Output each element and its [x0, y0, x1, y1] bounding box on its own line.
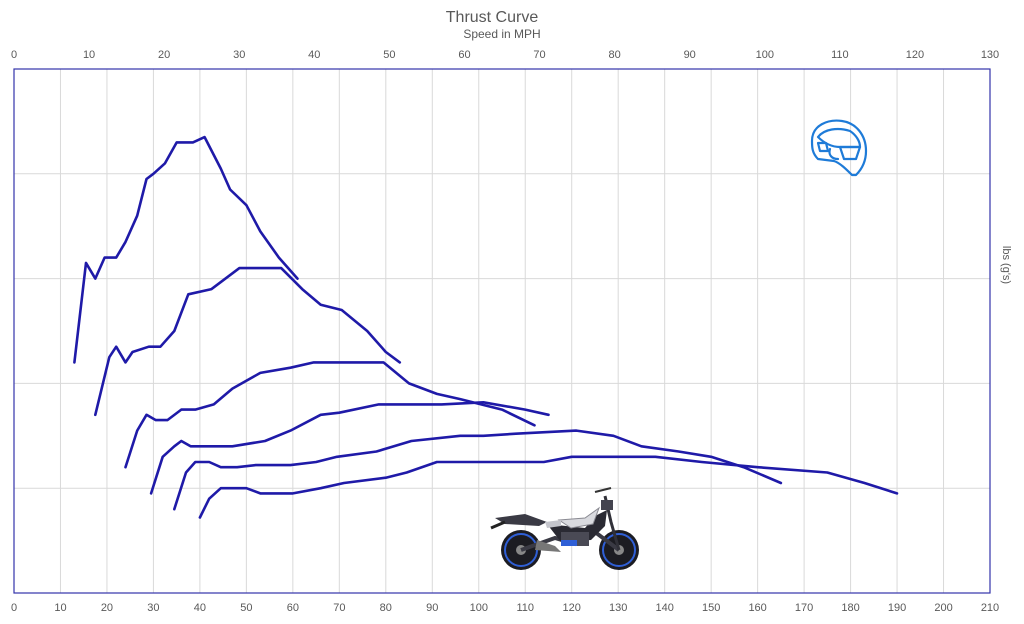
- bottom-tick-label: 70: [333, 602, 345, 614]
- top-tick-label: 70: [533, 49, 545, 61]
- bottom-tick-label: 0: [11, 602, 17, 614]
- top-tick-label: 90: [684, 49, 696, 61]
- series-lines: [73, 135, 899, 519]
- bottom-tick-label: 80: [380, 602, 392, 614]
- bottom-axis-ticks: 0 10 20 30 40 50 60 70 80 90 100 110 120 130 140 150 160…: [11, 602, 999, 614]
- top-tick-label: 100: [756, 49, 774, 61]
- bottom-tick-label: 50: [240, 602, 252, 614]
- top-tick-label: 0: [11, 49, 17, 61]
- bottom-tick-label: 200: [934, 602, 952, 614]
- bottom-tick-label: 210: [981, 602, 999, 614]
- top-tick-label: 80: [608, 49, 620, 61]
- series-line-5: [173, 429, 783, 511]
- bottom-tick-label: 40: [194, 602, 206, 614]
- bottom-tick-label: 30: [147, 602, 159, 614]
- bottom-tick-label: 190: [888, 602, 906, 614]
- bottom-tick-label: 60: [287, 602, 299, 614]
- bottom-tick-label: 10: [54, 602, 66, 614]
- top-tick-label: 130: [981, 49, 999, 61]
- top-tick-label: 120: [906, 49, 924, 61]
- chart-title: Thrust Curve: [446, 9, 539, 26]
- top-tick-label: 50: [383, 49, 395, 61]
- bottom-tick-label: 180: [841, 602, 859, 614]
- top-tick-label: 60: [458, 49, 470, 61]
- top-tick-label: 20: [158, 49, 170, 61]
- bottom-tick-label: 110: [516, 602, 534, 614]
- bottom-tick-label: 100: [470, 602, 488, 614]
- top-tick-label: 30: [233, 49, 245, 61]
- motorcycle-helmet-icon: [810, 119, 868, 177]
- bottom-tick-label: 160: [748, 602, 766, 614]
- top-axis-ticks: 0 10 20 30 40 50 60 70 80 90 100 110 120 130: [11, 49, 999, 61]
- bottom-tick-label: 120: [563, 602, 581, 614]
- bottom-tick-label: 130: [609, 602, 627, 614]
- bottom-tick-label: 20: [101, 602, 113, 614]
- series-line-2: [94, 266, 402, 417]
- chart-subtitle: Speed in MPH: [463, 27, 540, 41]
- bottom-tick-label: 170: [795, 602, 813, 614]
- series-line-3: [124, 361, 536, 469]
- series-line-1: [73, 135, 299, 364]
- bottom-tick-label: 90: [426, 602, 438, 614]
- top-tick-label: 40: [308, 49, 320, 61]
- top-tick-label: 110: [831, 49, 849, 61]
- bottom-tick-label: 140: [655, 602, 673, 614]
- y-axis-label: lbs (g's): [1000, 246, 1012, 284]
- series-line-4: [149, 400, 550, 495]
- plot-frame: [13, 68, 991, 594]
- naked-motorcycle-image: [490, 487, 639, 570]
- top-tick-label: 10: [83, 49, 95, 61]
- bottom-tick-label: 150: [702, 602, 720, 614]
- series-line-6: [198, 455, 899, 519]
